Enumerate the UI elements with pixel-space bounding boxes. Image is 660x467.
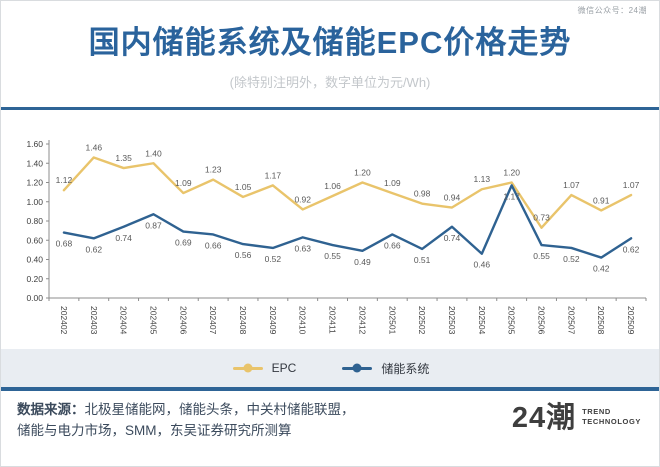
data-label: 1.13 xyxy=(474,174,491,184)
data-label: 0.68 xyxy=(56,239,73,249)
data-label: 1.07 xyxy=(623,180,640,190)
y-tick-label: 0.80 xyxy=(26,216,43,226)
data-label: 0.74 xyxy=(115,233,132,243)
data-label: 0.52 xyxy=(563,254,580,264)
data-label: 0.51 xyxy=(414,255,431,265)
y-tick-label: 1.00 xyxy=(26,197,43,207)
data-label: 0.98 xyxy=(414,189,431,199)
x-tick-label: 202504 xyxy=(477,306,487,335)
data-label: 1.09 xyxy=(384,178,401,188)
y-tick-label: 0.20 xyxy=(26,274,43,284)
y-tick-label: 1.40 xyxy=(26,158,43,168)
data-label: 0.42 xyxy=(593,264,610,274)
legend-marker-icon xyxy=(342,363,373,373)
data-label: 0.62 xyxy=(86,244,103,254)
legend-dot-icon xyxy=(243,363,253,373)
data-label: 1.46 xyxy=(86,142,103,152)
legend-item-epc: EPC xyxy=(232,361,297,375)
data-label: 1.05 xyxy=(235,182,252,192)
data-source-line2: 储能与电力市场，SMM，东吴证券研究所测算 xyxy=(17,422,292,438)
data-source-line1: 北极星储能网，储能头条，中关村储能联盟， xyxy=(84,402,355,417)
x-tick-label: 202507 xyxy=(566,306,576,335)
x-tick-label: 202410 xyxy=(298,306,308,335)
data-label: 1.23 xyxy=(205,165,222,175)
data-label: 0.49 xyxy=(354,257,371,267)
legend-dot-icon xyxy=(352,363,362,373)
data-label: 0.63 xyxy=(294,243,311,253)
data-label: 1.20 xyxy=(503,168,520,178)
x-tick-label: 202409 xyxy=(268,306,278,335)
data-label: 0.55 xyxy=(324,251,341,261)
data-label: 0.73 xyxy=(533,213,550,223)
data-label: 1.17 xyxy=(265,170,282,180)
series-line-epc xyxy=(62,156,633,229)
data-label: 0.55 xyxy=(533,251,550,261)
x-tick-label: 202407 xyxy=(208,306,218,335)
data-label: 0.46 xyxy=(474,260,491,270)
chart-legend: EPC 储能系统 xyxy=(1,349,659,387)
data-label: 1.06 xyxy=(324,181,341,191)
legend-label: EPC xyxy=(271,361,297,375)
x-tick-label: 202402 xyxy=(59,306,69,335)
data-label: 0.94 xyxy=(444,193,461,203)
x-tick-label: 202405 xyxy=(148,306,158,335)
brand-logo: 24潮 TREND TECHNOLOGY xyxy=(512,404,641,433)
legend-label: 储能系统 xyxy=(381,361,430,376)
x-tick-label: 202403 xyxy=(89,306,99,335)
y-tick-label: 0.00 xyxy=(26,293,43,303)
data-label: 0.69 xyxy=(175,238,192,248)
data-label: 0.92 xyxy=(294,194,311,204)
data-label: 1.17 xyxy=(503,191,520,201)
x-tick-label: 202509 xyxy=(626,306,636,335)
x-tick-label: 202502 xyxy=(417,306,427,335)
page-subtitle: (除特别注明外，数字单位为元/Wh) xyxy=(229,75,431,90)
legend-marker-icon xyxy=(232,363,263,373)
logo-wordmark: 24潮 xyxy=(511,402,577,434)
data-label: 0.74 xyxy=(444,233,461,243)
data-label: 0.52 xyxy=(265,254,282,264)
data-label: 1.09 xyxy=(175,178,192,188)
x-tick-label: 202412 xyxy=(357,306,367,335)
page-title: 国内储能系统及储能EPC价格走势 xyxy=(88,25,572,60)
data-label: 0.87 xyxy=(145,220,162,230)
data-label: 0.66 xyxy=(205,240,222,250)
y-tick-label: 0.60 xyxy=(26,235,43,245)
footer-divider xyxy=(1,387,659,391)
data-label: 0.56 xyxy=(235,250,252,260)
x-tick-label: 202406 xyxy=(178,306,188,335)
data-label: 1.20 xyxy=(354,168,371,178)
data-label: 0.66 xyxy=(384,240,401,250)
x-tick-label: 202404 xyxy=(119,306,129,335)
y-tick-label: 0.40 xyxy=(26,255,43,265)
x-tick-label: 202411 xyxy=(328,306,338,334)
logo-tagline: TREND TECHNOLOGY xyxy=(582,407,641,427)
price-trend-chart: 0.00 0.20 0.40 0.60 0.80 1.00 1.20 1.40 1.60 2024… xyxy=(1,123,659,341)
header-divider xyxy=(1,107,659,110)
x-tick-label: 202501 xyxy=(387,306,397,335)
x-tick-label: 202408 xyxy=(238,306,248,335)
data-label: 1.07 xyxy=(563,180,580,190)
x-tick-label: 202503 xyxy=(447,306,457,335)
data-source-label: 数据来源： xyxy=(17,402,85,417)
data-label: 0.91 xyxy=(593,195,610,205)
data-label: 1.12 xyxy=(56,175,73,185)
chart-canvas: 0.00 0.20 0.40 0.60 0.80 1.00 1.20 1.40 1.60 2024… xyxy=(26,139,647,335)
data-source-note: 数据来源：北极星储能网，储能头条，中关村储能联盟， 储能与电力市场，SMM，东吴… xyxy=(17,400,457,442)
x-tick-label: 202508 xyxy=(596,306,606,335)
x-tick-label: 202505 xyxy=(507,306,517,335)
y-tick-label: 1.60 xyxy=(26,139,43,149)
series-line-storage-system xyxy=(62,184,633,259)
wechat-account-tag: 微信公众号：24潮 xyxy=(577,6,647,15)
data-label: 0.62 xyxy=(623,244,640,254)
y-tick-label: 1.20 xyxy=(26,178,43,188)
data-label: 1.35 xyxy=(115,153,132,163)
x-tick-label: 202506 xyxy=(537,306,547,335)
legend-item-storage-system: 储能系统 xyxy=(342,360,429,377)
data-label: 1.40 xyxy=(145,148,162,158)
